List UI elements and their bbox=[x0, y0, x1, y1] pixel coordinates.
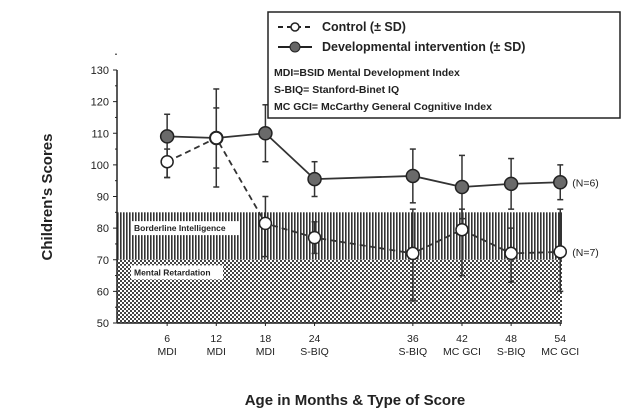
band-label: Mental Retardation bbox=[134, 267, 211, 277]
legend: Control (± SD) Developmental interventio… bbox=[267, 11, 621, 119]
x-tick-label: 18 bbox=[260, 333, 272, 345]
data-point bbox=[405, 168, 421, 184]
y-tick-label: 100 bbox=[91, 160, 109, 172]
data-point bbox=[307, 230, 322, 245]
legend-note: MC GCI= McCarthy General Cognitive Index bbox=[274, 101, 492, 113]
y-tick-label: 110 bbox=[91, 128, 109, 140]
x-tick-sublabel: S-BIQ bbox=[399, 346, 428, 358]
x-tick-sublabel: MDI bbox=[158, 346, 177, 358]
series-control: (N=7) bbox=[160, 88, 599, 302]
legend-filled-marker bbox=[289, 41, 301, 53]
data-point bbox=[160, 154, 174, 169]
x-tick-label: 12 bbox=[210, 333, 222, 345]
x-tick-sublabel: MC GCI bbox=[541, 346, 579, 358]
series-intervention: (N=6) bbox=[159, 104, 599, 220]
y-tick-label: 130 bbox=[91, 65, 109, 77]
legend-note: MDI=BSID Mental Development Index bbox=[274, 67, 460, 79]
series-end-label: (N=7) bbox=[572, 247, 599, 259]
legend-entry-control: Control (± SD) bbox=[322, 20, 406, 34]
data-point bbox=[455, 222, 469, 237]
band-borderline bbox=[117, 212, 562, 260]
x-axis-label: Age in Months & Type of Score bbox=[245, 392, 466, 409]
x-tick-sublabel: MDI bbox=[207, 346, 226, 358]
x-tick-label: 36 bbox=[407, 333, 419, 345]
data-point bbox=[159, 129, 175, 144]
data-point bbox=[307, 171, 322, 187]
y-tick-label: 120 bbox=[91, 97, 109, 109]
band-label-bg bbox=[131, 221, 239, 236]
data-point bbox=[454, 179, 470, 195]
data-point bbox=[504, 246, 518, 261]
x-tick-sublabel: MC GCI bbox=[443, 346, 481, 358]
data-point bbox=[503, 176, 519, 192]
series-end-label: (N=6) bbox=[572, 177, 599, 189]
x-tick-sublabel: S-BIQ bbox=[300, 346, 329, 358]
data-point bbox=[406, 246, 420, 261]
band-label: Borderline Intelligence bbox=[134, 223, 226, 233]
y-tick-label: 80 bbox=[97, 223, 109, 235]
data-point bbox=[553, 245, 568, 259]
y-tick-label: 90 bbox=[97, 192, 109, 204]
series-line bbox=[166, 136, 561, 255]
y-tick-label: 60 bbox=[97, 286, 109, 298]
legend-entry-intervention: Developmental intervention (± SD) bbox=[322, 40, 525, 54]
data-point bbox=[553, 175, 568, 190]
legend-open-marker bbox=[290, 22, 300, 32]
x-tick-label: 48 bbox=[505, 333, 517, 345]
legend-note: S-BIQ= Stanford-Binet IQ bbox=[274, 84, 399, 96]
x-tick-label: 42 bbox=[456, 333, 468, 345]
band-label-bg bbox=[131, 265, 223, 280]
y-tick-label: 50 bbox=[97, 318, 109, 330]
x-tick-label: 54 bbox=[554, 333, 566, 345]
x-tick-label: 6 bbox=[164, 333, 170, 345]
data-point bbox=[209, 131, 224, 145]
x-tick-sublabel: S-BIQ bbox=[497, 346, 526, 358]
y-tick-label: 70 bbox=[97, 255, 109, 267]
x-tick-sublabel: MDI bbox=[256, 346, 275, 358]
data-point bbox=[258, 126, 273, 141]
data-point bbox=[258, 216, 273, 231]
y-axis-label: Children's Scores bbox=[39, 134, 56, 261]
series-line bbox=[167, 132, 561, 188]
x-tick-label: 24 bbox=[309, 333, 321, 345]
